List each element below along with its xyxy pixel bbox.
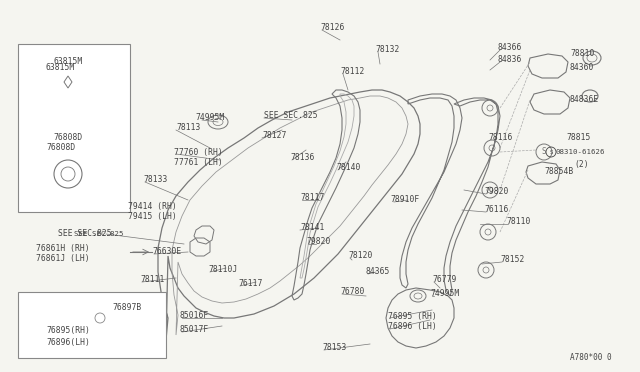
Text: 78815: 78815 [566,134,590,142]
Text: 78112: 78112 [340,67,364,77]
Text: 76896(LH): 76896(LH) [46,337,90,346]
Text: 78127: 78127 [262,131,286,141]
Text: 76896 (LH): 76896 (LH) [388,323,436,331]
Text: 85017F: 85017F [180,326,209,334]
Text: 78810: 78810 [570,49,595,58]
Text: 85016F: 85016F [180,311,209,321]
Text: 77760 (RH): 77760 (RH) [174,148,223,157]
Text: 63815M: 63815M [46,64,76,73]
Text: 78113: 78113 [176,124,200,132]
Text: 84366: 84366 [498,44,522,52]
Text: A780*00 0: A780*00 0 [570,353,612,362]
Text: S: S [541,148,547,157]
Text: 74995M: 74995M [430,289,460,298]
Text: 76861H (RH): 76861H (RH) [36,244,90,253]
Text: 78132: 78132 [375,45,399,55]
Text: 76780: 76780 [340,288,364,296]
Text: 78126: 78126 [320,23,344,32]
Text: 78111: 78111 [140,276,164,285]
Text: S: S [549,150,552,154]
Text: 74995M: 74995M [195,113,224,122]
Text: 78152: 78152 [500,256,524,264]
Text: 76630E: 76630E [152,247,181,257]
Text: 76808D: 76808D [46,144,76,153]
Text: 79414 (RH): 79414 (RH) [128,202,177,211]
Bar [18,292,166,358]
Text: 78141: 78141 [300,224,324,232]
Text: 76895(RH): 76895(RH) [46,326,90,334]
Text: 63815M: 63815M [53,58,83,67]
Text: (2): (2) [574,160,589,169]
Text: 78117: 78117 [300,193,324,202]
Bar [18,44,130,212]
Text: 78116: 78116 [488,134,513,142]
Text: 76117: 76117 [238,279,262,289]
Text: 78910F: 78910F [390,196,419,205]
Text: 08310-61626: 08310-61626 [556,149,605,155]
Text: 78140: 78140 [336,164,360,173]
Text: SEE SEC.825: SEE SEC.825 [58,230,111,238]
Text: 78110J: 78110J [208,266,237,275]
Text: 76897B: 76897B [112,304,141,312]
Text: 84365: 84365 [366,267,390,276]
Text: 79820: 79820 [306,237,330,247]
Text: 76808D: 76808D [53,134,83,142]
Text: 79415 (LH): 79415 (LH) [128,212,177,221]
Text: 84836: 84836 [498,55,522,64]
Text: 76779: 76779 [432,276,456,285]
Text: 78133: 78133 [143,176,168,185]
Text: 78153: 78153 [322,343,346,353]
Text: 77761 (LH): 77761 (LH) [174,158,223,167]
Text: 76895 (RH): 76895 (RH) [388,311,436,321]
Text: 84836E: 84836E [570,96,599,105]
Text: 84360: 84360 [570,64,595,73]
Text: 76116: 76116 [484,205,508,215]
Text: 79820: 79820 [484,187,508,196]
Text: 78120: 78120 [348,251,372,260]
Text: 78136: 78136 [290,154,314,163]
Text: SEE SEC.825: SEE SEC.825 [74,231,124,237]
Text: SEE SEC.825: SEE SEC.825 [264,112,317,121]
Text: 78110: 78110 [506,218,531,227]
Text: 76861J (LH): 76861J (LH) [36,254,90,263]
Text: 78854B: 78854B [544,167,573,176]
